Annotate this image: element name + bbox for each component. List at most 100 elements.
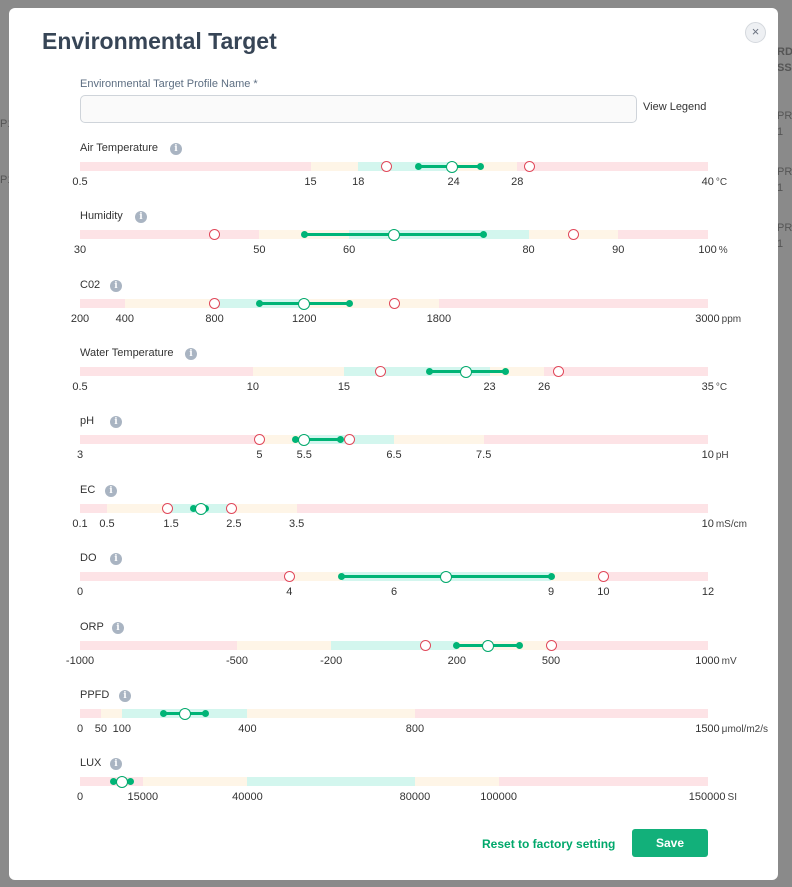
- zone-yellow: [394, 435, 484, 444]
- target-knob[interactable]: [459, 366, 472, 378]
- tick-label: 50: [95, 723, 107, 735]
- tick-value: 1000: [695, 655, 720, 667]
- tick-value: -1000: [65, 655, 95, 667]
- tick-label: 40 °C: [702, 176, 727, 188]
- zone-yellow: [107, 504, 172, 513]
- target-knob[interactable]: [115, 776, 128, 788]
- range-track[interactable]: [80, 776, 708, 788]
- target-knob[interactable]: [298, 434, 311, 446]
- range-max-handle[interactable]: [126, 778, 134, 785]
- alarm-high-handle[interactable]: [567, 229, 579, 240]
- tick-label: 80000: [400, 791, 431, 803]
- alarm-low-handle[interactable]: [283, 571, 295, 582]
- range-min-handle[interactable]: [160, 710, 168, 717]
- range-track[interactable]: [80, 640, 708, 652]
- tick-label: 90: [612, 244, 624, 256]
- target-knob[interactable]: [482, 640, 495, 652]
- param-label: PPFD: [80, 689, 110, 701]
- save-button[interactable]: Save: [632, 829, 708, 857]
- range-track[interactable]: [80, 708, 708, 720]
- target-knob[interactable]: [388, 229, 400, 241]
- range-min-handle[interactable]: [291, 436, 299, 443]
- info-icon[interactable]: i: [170, 143, 182, 155]
- target-knob[interactable]: [194, 503, 207, 515]
- alarm-high-handle[interactable]: [553, 366, 565, 377]
- alarm-high-handle[interactable]: [226, 503, 238, 514]
- alarm-low-handle[interactable]: [374, 366, 386, 377]
- info-icon[interactable]: i: [110, 416, 122, 428]
- param-row-ppfd: PPFD i 0 50 100 400 800 1500 μmol/m2/s: [9, 689, 778, 757]
- alarm-high-handle[interactable]: [524, 161, 536, 172]
- range-track[interactable]: [80, 434, 708, 446]
- range-min-handle[interactable]: [300, 231, 308, 238]
- range-track[interactable]: [80, 503, 708, 515]
- alarm-high-handle[interactable]: [343, 434, 355, 445]
- range-max-handle[interactable]: [516, 642, 524, 649]
- range-track[interactable]: [80, 298, 708, 310]
- range-max-handle[interactable]: [480, 231, 488, 238]
- alarm-high-handle[interactable]: [597, 571, 609, 582]
- target-knob[interactable]: [178, 708, 191, 720]
- target-knob[interactable]: [298, 298, 311, 310]
- range-track[interactable]: [80, 161, 708, 173]
- range-track[interactable]: [80, 571, 708, 583]
- zone-red: [80, 299, 125, 308]
- target-knob[interactable]: [446, 161, 459, 173]
- tick-label: 0: [77, 723, 83, 735]
- bg-fragment: SSI: [777, 62, 792, 74]
- alarm-low-handle[interactable]: [209, 229, 221, 240]
- tick-label: 12: [702, 586, 714, 598]
- zone-yellow: [453, 162, 518, 171]
- range-min-handle[interactable]: [109, 778, 117, 785]
- param-label: ORP: [80, 621, 104, 633]
- alarm-low-handle[interactable]: [419, 640, 431, 651]
- profile-name-label: Environmental Target Profile Name *: [80, 78, 258, 90]
- range-track[interactable]: [80, 366, 708, 378]
- range-min-handle[interactable]: [453, 642, 461, 649]
- info-icon[interactable]: i: [185, 348, 197, 360]
- close-icon[interactable]: ×: [745, 22, 766, 43]
- tick-value: 12: [701, 586, 715, 598]
- info-icon[interactable]: i: [119, 690, 131, 702]
- range-max-handle[interactable]: [547, 573, 555, 580]
- range-max-handle[interactable]: [477, 163, 485, 170]
- range-max-handle[interactable]: [345, 300, 353, 307]
- info-icon[interactable]: i: [110, 280, 122, 292]
- alarm-high-handle[interactable]: [388, 298, 400, 309]
- unit-label: ppm: [721, 314, 742, 325]
- reset-factory-button[interactable]: Reset to factory setting: [482, 837, 616, 851]
- info-icon[interactable]: i: [112, 622, 124, 634]
- profile-name-input[interactable]: [80, 95, 637, 123]
- tick-value: 60: [343, 244, 356, 256]
- tick-label: 10: [597, 586, 609, 598]
- range-min-handle[interactable]: [415, 163, 423, 170]
- range-min-handle[interactable]: [425, 368, 433, 375]
- tick-label: 200: [71, 313, 89, 325]
- range-track[interactable]: [80, 229, 708, 241]
- tick-value: 7.5: [476, 449, 492, 461]
- range-max-handle[interactable]: [202, 710, 210, 717]
- alarm-low-handle[interactable]: [162, 503, 174, 514]
- view-legend-link[interactable]: View Legend: [643, 101, 707, 113]
- tick-value: 150000: [688, 791, 726, 803]
- target-knob[interactable]: [440, 571, 453, 583]
- range-max-handle[interactable]: [336, 436, 344, 443]
- alarm-high-handle[interactable]: [545, 640, 557, 651]
- tick-value: 28: [511, 176, 524, 188]
- info-icon[interactable]: i: [110, 758, 122, 770]
- alarm-low-handle[interactable]: [209, 298, 221, 309]
- info-icon[interactable]: i: [110, 553, 122, 565]
- tick-label: 28: [511, 176, 523, 188]
- info-icon[interactable]: i: [105, 485, 117, 497]
- range-min-handle[interactable]: [189, 505, 197, 512]
- tick-label: 100000: [480, 791, 517, 803]
- range-min-handle[interactable]: [338, 573, 346, 580]
- info-icon[interactable]: i: [135, 211, 147, 223]
- range-min-handle[interactable]: [255, 300, 263, 307]
- alarm-low-handle[interactable]: [253, 434, 265, 445]
- tick-label: 23: [483, 381, 495, 393]
- alarm-low-handle[interactable]: [381, 161, 393, 172]
- range-max-handle[interactable]: [502, 368, 510, 375]
- tick-label: 400: [238, 723, 256, 735]
- tick-label: 4: [286, 586, 292, 598]
